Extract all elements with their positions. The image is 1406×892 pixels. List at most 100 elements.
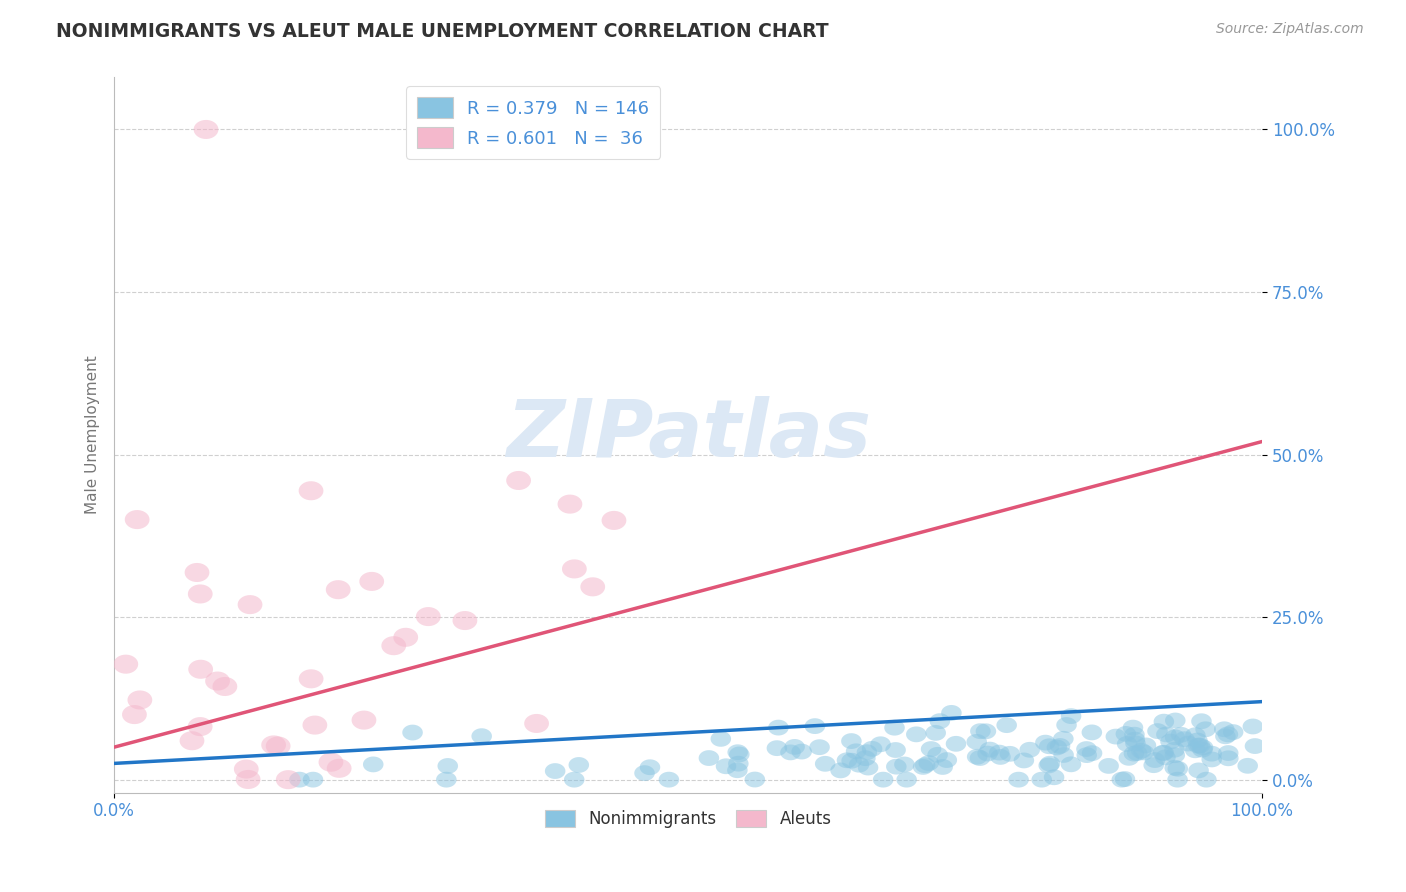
Point [1164, 761, 1187, 775]
Point [188, 720, 211, 734]
Point [976, 747, 998, 761]
Point [872, 772, 894, 787]
Point [1143, 758, 1166, 772]
Point [239, 598, 262, 612]
Point [471, 729, 494, 743]
Point [935, 753, 957, 767]
Point [1184, 743, 1206, 757]
Point [912, 760, 935, 774]
Point [869, 737, 891, 751]
Point [1122, 747, 1144, 761]
Point [526, 716, 548, 731]
Point [1031, 772, 1053, 787]
Point [124, 707, 146, 722]
Point [1188, 739, 1211, 753]
Point [995, 718, 1018, 732]
Point [1081, 746, 1104, 760]
Point [1187, 733, 1209, 747]
Point [814, 756, 837, 771]
Point [766, 741, 789, 756]
Point [1038, 739, 1060, 754]
Point [966, 735, 988, 749]
Point [114, 657, 136, 672]
Point [235, 762, 257, 776]
Point [1143, 753, 1166, 767]
Point [728, 747, 751, 762]
Point [190, 662, 212, 676]
Point [1122, 721, 1144, 735]
Point [966, 749, 988, 764]
Point [1125, 736, 1147, 750]
Point [914, 758, 936, 772]
Point [1213, 723, 1236, 737]
Point [1184, 728, 1206, 742]
Point [1115, 727, 1137, 741]
Point [1043, 770, 1066, 784]
Point [714, 759, 737, 773]
Point [1173, 732, 1195, 747]
Point [856, 745, 879, 759]
Point [186, 566, 208, 580]
Text: Source: ZipAtlas.com: Source: ZipAtlas.com [1216, 22, 1364, 37]
Point [845, 744, 868, 758]
Point [288, 772, 311, 787]
Point [1076, 748, 1098, 763]
Point [1244, 739, 1267, 753]
Point [1012, 754, 1035, 768]
Point [1222, 725, 1244, 739]
Point [1049, 739, 1071, 753]
Point [395, 630, 418, 644]
Point [1215, 729, 1237, 743]
Point [830, 764, 852, 778]
Point [1116, 737, 1139, 751]
Point [1164, 731, 1187, 745]
Point [860, 742, 883, 756]
Legend: Nonimmigrants, Aleuts: Nonimmigrants, Aleuts [538, 803, 838, 834]
Point [925, 726, 948, 740]
Point [558, 497, 581, 511]
Point [207, 674, 229, 689]
Point [883, 721, 905, 735]
Point [328, 582, 350, 597]
Point [941, 706, 963, 720]
Point [1218, 746, 1240, 760]
Point [1060, 757, 1083, 772]
Point [988, 746, 1011, 760]
Point [195, 122, 218, 136]
Point [884, 743, 907, 757]
Point [1111, 772, 1133, 787]
Point [1156, 727, 1178, 741]
Point [564, 562, 586, 576]
Point [1201, 752, 1223, 766]
Point [1152, 746, 1174, 760]
Point [401, 725, 423, 739]
Point [1018, 743, 1040, 757]
Text: NONIMMIGRANTS VS ALEUT MALE UNEMPLOYMENT CORRELATION CHART: NONIMMIGRANTS VS ALEUT MALE UNEMPLOYMENT… [56, 22, 830, 41]
Point [353, 713, 375, 727]
Point [1191, 742, 1213, 756]
Point [998, 747, 1021, 761]
Point [1164, 714, 1187, 728]
Point [918, 756, 941, 770]
Point [1097, 759, 1119, 773]
Point [1038, 758, 1060, 772]
Point [1167, 762, 1189, 776]
Point [1035, 736, 1057, 750]
Point [382, 639, 405, 653]
Point [127, 512, 149, 526]
Point [214, 680, 236, 694]
Point [236, 772, 259, 787]
Point [841, 734, 863, 748]
Point [884, 759, 907, 773]
Text: ZIPatlas: ZIPatlas [506, 396, 870, 474]
Point [979, 742, 1001, 756]
Point [1163, 742, 1185, 756]
Point [1135, 739, 1157, 753]
Point [582, 580, 605, 594]
Point [1192, 740, 1215, 755]
Point [1191, 714, 1213, 729]
Point [1164, 748, 1187, 763]
Point [181, 733, 204, 747]
Point [1105, 730, 1128, 744]
Point [1123, 732, 1146, 747]
